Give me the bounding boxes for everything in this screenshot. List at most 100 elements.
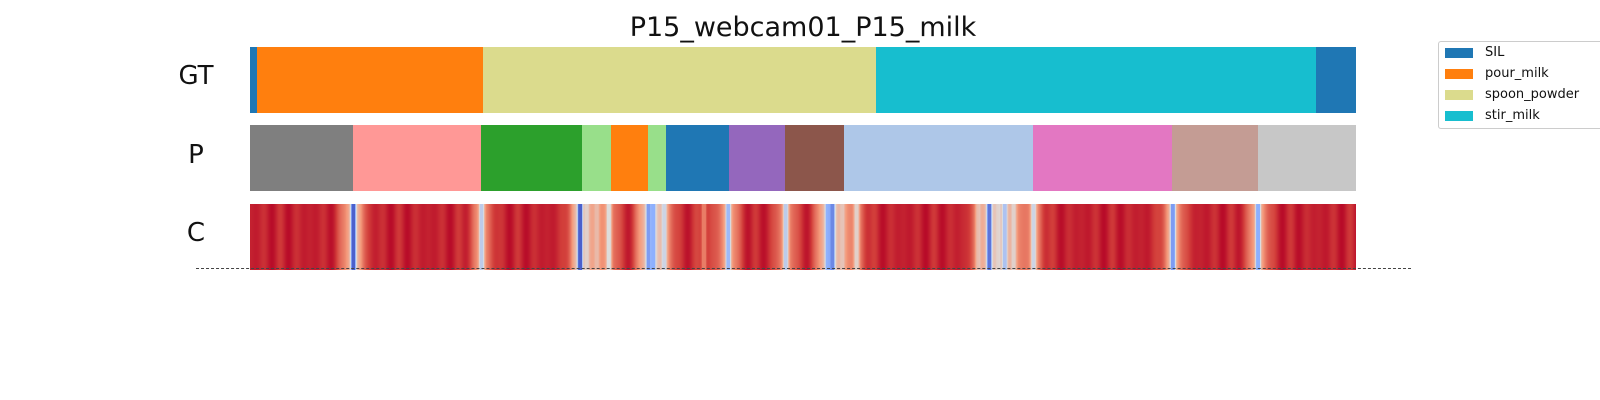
confidence-cell [754, 204, 755, 270]
confidence-cell [840, 204, 841, 270]
confidence-cell [1347, 204, 1348, 270]
confidence-cell [297, 204, 298, 270]
confidence-cell [785, 204, 786, 270]
confidence-cell [1063, 204, 1064, 270]
confidence-cell [1216, 204, 1217, 270]
confidence-cell [1045, 204, 1046, 270]
confidence-cell [262, 204, 263, 270]
confidence-cell [447, 204, 448, 270]
confidence-cell [641, 204, 642, 270]
confidence-cell [688, 204, 689, 270]
confidence-cell [1162, 204, 1163, 270]
confidence-cell [477, 204, 478, 270]
confidence-cell [257, 204, 258, 270]
confidence-cell [1125, 204, 1126, 270]
confidence-cell [392, 204, 393, 270]
confidence-cell [1095, 204, 1096, 270]
confidence-cell [980, 204, 981, 270]
confidence-cell [609, 204, 610, 270]
confidence-cell [339, 204, 340, 270]
confidence-cell [632, 204, 633, 270]
confidence-cell [798, 204, 799, 270]
confidence-cell [596, 204, 597, 270]
confidence-cell [671, 204, 672, 270]
confidence-cell [985, 204, 986, 270]
confidence-cell [288, 204, 289, 270]
confidence-cell [1075, 204, 1076, 270]
confidence-cell [415, 204, 416, 270]
confidence-cell [1331, 204, 1332, 270]
prediction-segment [648, 125, 666, 191]
confidence-cell [768, 204, 769, 270]
confidence-cell [807, 204, 808, 270]
confidence-cell [1005, 204, 1006, 270]
confidence-cell [731, 204, 732, 270]
confidence-cell [1234, 204, 1235, 270]
confidence-cell [673, 204, 674, 270]
confidence-cell [328, 204, 329, 270]
confidence-cell [733, 204, 734, 270]
confidence-cell [627, 204, 628, 270]
confidence-cell [888, 204, 889, 270]
confidence-cell [355, 204, 356, 270]
confidence-cell [613, 204, 614, 270]
confidence-cell [1127, 204, 1128, 270]
confidence-cell [1091, 204, 1092, 270]
prediction-segment [353, 125, 481, 191]
confidence-cell [691, 204, 692, 270]
confidence-cell [591, 204, 592, 270]
confidence-cell [291, 204, 292, 270]
confidence-cell [1010, 204, 1011, 270]
confidence-cell [399, 204, 400, 270]
confidence-cell [724, 204, 725, 270]
confidence-cell [750, 204, 751, 270]
confidence-cell [1090, 204, 1091, 270]
confidence-cell [435, 204, 436, 270]
confidence-cell [814, 204, 815, 270]
confidence-cell [896, 204, 897, 270]
confidence-cell [1288, 204, 1289, 270]
confidence-cell [764, 204, 765, 270]
confidence-cell [263, 204, 264, 270]
confidence-cell [402, 204, 403, 270]
confidence-cell [443, 204, 444, 270]
confidence-cell [766, 204, 767, 270]
confidence-cell [1174, 204, 1175, 270]
confidence-cell [993, 204, 994, 270]
confidence-cell [887, 204, 888, 270]
confidence-cell [417, 204, 418, 270]
confidence-cell [1260, 204, 1261, 270]
legend-label: pour_milk [1485, 66, 1549, 81]
confidence-cell [585, 204, 586, 270]
confidence-cell [1345, 204, 1346, 270]
confidence-cell [727, 204, 728, 270]
confidence-cell [615, 204, 616, 270]
confidence-cell [922, 204, 923, 270]
confidence-cell [623, 204, 624, 270]
confidence-cell [833, 204, 834, 270]
confidence-cell [716, 204, 717, 270]
confidence-cell [1050, 204, 1051, 270]
confidence-cell [1301, 204, 1302, 270]
confidence-cell [1182, 204, 1183, 270]
confidence-cell [261, 204, 262, 270]
confidence-cell [1177, 204, 1178, 270]
confidence-cell [1017, 204, 1018, 270]
confidence-cell [974, 204, 975, 270]
confidence-cell [1013, 204, 1014, 270]
confidence-cell [618, 204, 619, 270]
legend-swatch [1445, 48, 1473, 58]
confidence-cell [268, 204, 269, 270]
confidence-cell [1346, 204, 1347, 270]
confidence-cell [414, 204, 415, 270]
confidence-cell [1332, 204, 1333, 270]
confidence-cell [1225, 204, 1226, 270]
confidence-cell [1056, 204, 1057, 270]
confidence-cell [657, 204, 658, 270]
confidence-cell [1284, 204, 1285, 270]
confidence-cell [745, 204, 746, 270]
confidence-cell [1044, 204, 1045, 270]
confidence-cell [301, 204, 302, 270]
confidence-cell [1310, 204, 1311, 270]
confidence-cell [1101, 204, 1102, 270]
